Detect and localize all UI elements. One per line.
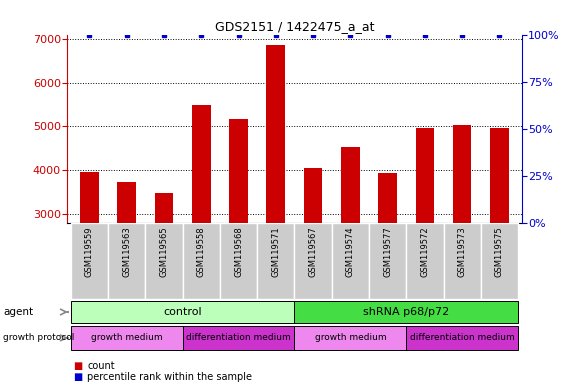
Text: GSM119575: GSM119575 [495,227,504,277]
FancyBboxPatch shape [332,223,369,299]
Text: ■: ■ [73,361,82,371]
Bar [154,193,173,345]
FancyBboxPatch shape [145,223,182,299]
FancyBboxPatch shape [220,223,257,299]
FancyBboxPatch shape [294,223,332,299]
Bar [80,172,99,345]
FancyBboxPatch shape [294,326,406,350]
FancyBboxPatch shape [257,223,294,299]
Text: GSM119565: GSM119565 [160,227,168,277]
Bar [416,128,434,345]
Text: GSM119577: GSM119577 [383,227,392,277]
FancyBboxPatch shape [481,223,518,299]
Text: GSM119572: GSM119572 [420,227,429,277]
FancyBboxPatch shape [406,326,518,350]
Text: GSM119573: GSM119573 [458,227,466,277]
Text: ■: ■ [73,372,82,382]
FancyBboxPatch shape [182,223,220,299]
Text: differentiation medium: differentiation medium [186,333,291,343]
Text: agent: agent [3,307,33,317]
Bar [229,119,248,345]
Text: GSM119571: GSM119571 [271,227,280,277]
Text: GSM119568: GSM119568 [234,227,243,277]
Text: GSM119574: GSM119574 [346,227,355,277]
Bar [117,182,136,345]
Text: growth medium: growth medium [314,333,386,343]
Bar [304,167,322,345]
Title: GDS2151 / 1422475_a_at: GDS2151 / 1422475_a_at [215,20,374,33]
Bar [192,106,210,345]
Text: GSM119567: GSM119567 [308,227,318,277]
Text: control: control [163,307,202,317]
Bar [266,45,285,345]
Bar [378,173,397,345]
Text: GSM119559: GSM119559 [85,227,94,277]
Text: GSM119563: GSM119563 [122,227,131,277]
Text: GSM119558: GSM119558 [196,227,206,277]
FancyBboxPatch shape [294,301,518,323]
Text: shRNA p68/p72: shRNA p68/p72 [363,307,449,317]
Bar [490,128,509,345]
FancyBboxPatch shape [71,301,294,323]
Text: count: count [87,361,115,371]
FancyBboxPatch shape [444,223,481,299]
Text: growth protocol: growth protocol [3,333,74,343]
FancyBboxPatch shape [108,223,145,299]
FancyBboxPatch shape [71,223,108,299]
Bar [453,125,472,345]
Text: growth medium: growth medium [91,333,163,343]
FancyBboxPatch shape [182,326,294,350]
FancyBboxPatch shape [369,223,406,299]
Bar [341,147,360,345]
Text: differentiation medium: differentiation medium [410,333,515,343]
FancyBboxPatch shape [406,223,444,299]
FancyBboxPatch shape [71,326,182,350]
Text: percentile rank within the sample: percentile rank within the sample [87,372,252,382]
